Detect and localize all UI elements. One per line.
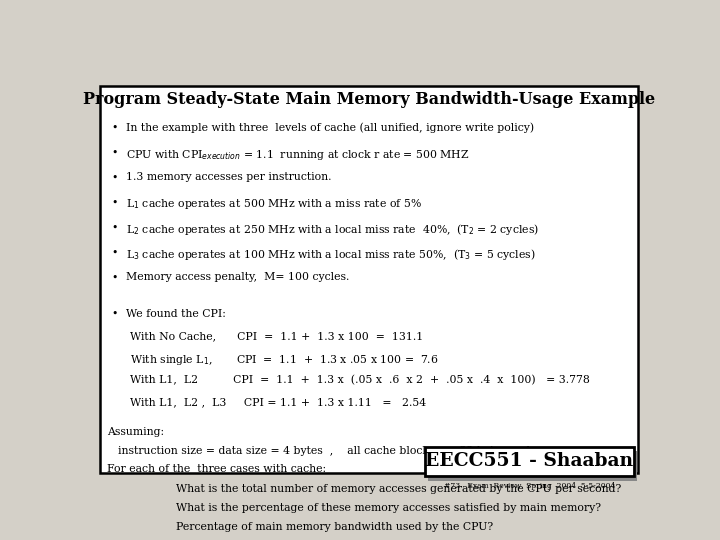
Text: •: • xyxy=(111,309,117,319)
Text: 1.3 memory accesses per instruction.: 1.3 memory accesses per instruction. xyxy=(126,172,332,183)
Text: •: • xyxy=(111,198,117,207)
Text: For each of the  three cases with cache:: For each of the three cases with cache: xyxy=(107,464,326,474)
Text: Memory access penalty,  M= 100 cycles.: Memory access penalty, M= 100 cycles. xyxy=(126,272,350,282)
Text: EECC551 - Shaaban: EECC551 - Shaaban xyxy=(426,453,634,470)
Text: CPU with CPI$_{execution}$ = 1.1  running at clock r ate = 500 MHZ: CPU with CPI$_{execution}$ = 1.1 running… xyxy=(126,147,469,161)
Text: •: • xyxy=(111,222,117,232)
Text: Percentage of main memory bandwidth used by the CPU?: Percentage of main memory bandwidth used… xyxy=(176,522,494,532)
Text: •: • xyxy=(111,172,117,183)
Text: With L1,  L2          CPI  =  1.1  +  1.3 x  (.05 x  .6  x 2  +  .05 x  .4  x  1: With L1, L2 CPI = 1.1 + 1.3 x (.05 x .6 … xyxy=(130,375,590,386)
Text: L$_{1}$ cache operates at 500 MHz with a miss rate of 5%: L$_{1}$ cache operates at 500 MHz with a… xyxy=(126,198,422,212)
Text: Program Steady-State Main Memory Bandwidth-Usage Example: Program Steady-State Main Memory Bandwid… xyxy=(83,91,655,109)
FancyBboxPatch shape xyxy=(428,451,637,481)
Text: What is the total number of memory accesses generated by the CPU per second?: What is the total number of memory acces… xyxy=(176,484,622,494)
Text: With No Cache,      CPI  =  1.1 +  1.3 x 100  =  131.1: With No Cache, CPI = 1.1 + 1.3 x 100 = 1… xyxy=(130,331,423,341)
Text: With single L$_{1}$,       CPI  =  1.1  +  1.3 x .05 x 100 =  7.6: With single L$_{1}$, CPI = 1.1 + 1.3 x .… xyxy=(130,353,439,367)
Text: We found the CPI:: We found the CPI: xyxy=(126,309,226,319)
Text: #73   Exam  Review  Spring  2004  5-5-2004: #73 Exam Review Spring 2004 5-5-2004 xyxy=(444,482,615,490)
Text: Assuming:: Assuming: xyxy=(107,427,164,436)
Text: With L1,  L2 ,  L3     CPI = 1.1 +  1.3 x 1.11   =   2.54: With L1, L2 , L3 CPI = 1.1 + 1.3 x 1.11 … xyxy=(130,397,426,407)
Text: •: • xyxy=(111,123,117,133)
Text: •: • xyxy=(111,147,117,158)
Text: L$_{3}$ cache operates at 100 MHz with a local miss rate 50%,  (T$_{3}$ = 5 cycl: L$_{3}$ cache operates at 100 MHz with a… xyxy=(126,247,536,262)
FancyBboxPatch shape xyxy=(425,447,634,476)
Text: •: • xyxy=(111,247,117,258)
Text: •: • xyxy=(111,272,117,282)
FancyBboxPatch shape xyxy=(100,86,638,473)
Text: In the example with three  levels of cache (all unified, ignore write policy): In the example with three levels of cach… xyxy=(126,123,534,133)
Text: What is the percentage of these memory accesses satisfied by main memory?: What is the percentage of these memory a… xyxy=(176,503,601,513)
Text: L$_{2}$ cache operates at 250 MHz with a local miss rate  40%,  (T$_{2}$ = 2 cyc: L$_{2}$ cache operates at 250 MHz with a… xyxy=(126,222,539,238)
Text: instruction size = data size = 4 bytes  ,    all cache blocks are 32 bytes and: instruction size = data size = 4 bytes ,… xyxy=(111,446,530,456)
